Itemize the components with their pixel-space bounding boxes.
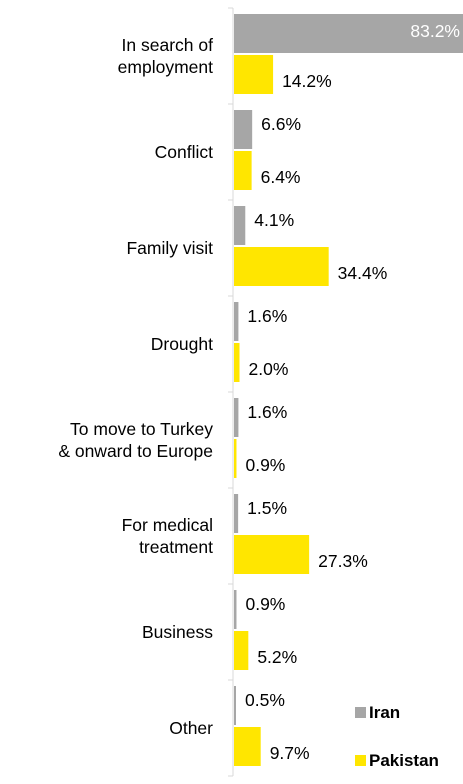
bar-iran-conflict	[234, 110, 253, 149]
data-label-iran-in-search-of-employment: 83.2%	[410, 21, 460, 41]
category-label-line: & onward to Europe	[58, 441, 213, 461]
category-label-line: Family visit	[126, 238, 213, 258]
legend-label-pakistan: Pakistan	[369, 751, 439, 770]
data-label-pakistan-in-search-of-employment: 14.2%	[282, 71, 332, 91]
category-label-line: Conflict	[155, 142, 213, 162]
data-label-iran-conflict: 6.6%	[261, 114, 301, 134]
category-label-other: Other	[169, 718, 213, 738]
bar-pakistan-in-search-of-employment	[234, 55, 274, 94]
category-label-line: employment	[118, 57, 213, 77]
category-label-line: In search of	[122, 35, 214, 55]
legend-swatch-iran	[355, 707, 366, 718]
bars-group	[234, 14, 463, 766]
bar-pakistan-drought	[234, 343, 240, 382]
category-label-line: To move to Turkey	[70, 419, 213, 439]
data-label-pakistan-for-medical-treatment: 27.3%	[318, 551, 368, 571]
data-label-iran-for-medical-treatment: 1.5%	[247, 498, 287, 518]
category-label-business: Business	[142, 622, 213, 642]
bar-iran-family-visit	[234, 206, 246, 245]
bar-iran-in-search-of-employment	[234, 14, 463, 53]
data-label-pakistan-family-visit: 34.4%	[338, 263, 388, 283]
bar-pakistan-family-visit	[234, 247, 329, 286]
data-label-pakistan-other: 9.7%	[270, 743, 310, 763]
bar-iran-drought	[234, 302, 239, 341]
category-label-for-medical-treatment: For medical treatment	[122, 515, 214, 557]
data-label-iran-other: 0.5%	[245, 690, 285, 710]
legend-swatch-pakistan	[355, 755, 366, 766]
legend-label-iran: Iran	[369, 703, 400, 722]
bar-iran-for-medical-treatment	[234, 494, 239, 533]
bar-iran-to-move-to-turkey-onward-to-europe	[234, 398, 239, 437]
category-label-line: treatment	[139, 537, 213, 557]
data-label-pakistan-business: 5.2%	[257, 647, 297, 667]
category-label-drought: Drought	[151, 334, 213, 354]
data-label-pakistan-to-move-to-turkey-onward-to-europe: 0.9%	[245, 455, 285, 475]
legend: Iran Pakistan	[355, 703, 439, 770]
category-label-line: Other	[169, 718, 213, 738]
data-label-iran-to-move-to-turkey-onward-to-europe: 1.6%	[247, 402, 287, 422]
bar-pakistan-business	[234, 631, 249, 670]
axis-group	[228, 7, 234, 777]
category-label-to-move-to-turkey-onward-to-europe: To move to Turkey & onward to Europe	[58, 419, 213, 461]
data-label-iran-family-visit: 4.1%	[254, 210, 294, 230]
bar-pakistan-for-medical-treatment	[234, 535, 310, 574]
category-label-family-visit: Family visit	[126, 238, 213, 258]
bar-pakistan-to-move-to-turkey-onward-to-europe	[234, 439, 237, 478]
category-label-in-search-of-employment: In search of employment	[118, 35, 213, 77]
data-label-iran-business: 0.9%	[245, 594, 285, 614]
bar-iran-business	[234, 590, 237, 629]
bar-iran-other	[234, 686, 236, 725]
data-label-pakistan-drought: 2.0%	[249, 359, 289, 379]
category-label-line: Drought	[151, 334, 213, 354]
data-label-pakistan-conflict: 6.4%	[261, 167, 301, 187]
bar-pakistan-conflict	[234, 151, 252, 190]
labels-group: In search of employment 83.2% 14.2% Conflict…	[58, 21, 460, 763]
category-label-line: Business	[142, 622, 213, 642]
data-label-iran-drought: 1.6%	[247, 306, 287, 326]
category-label-conflict: Conflict	[155, 142, 213, 162]
bar-pakistan-other	[234, 727, 261, 766]
category-label-line: For medical	[122, 515, 213, 535]
